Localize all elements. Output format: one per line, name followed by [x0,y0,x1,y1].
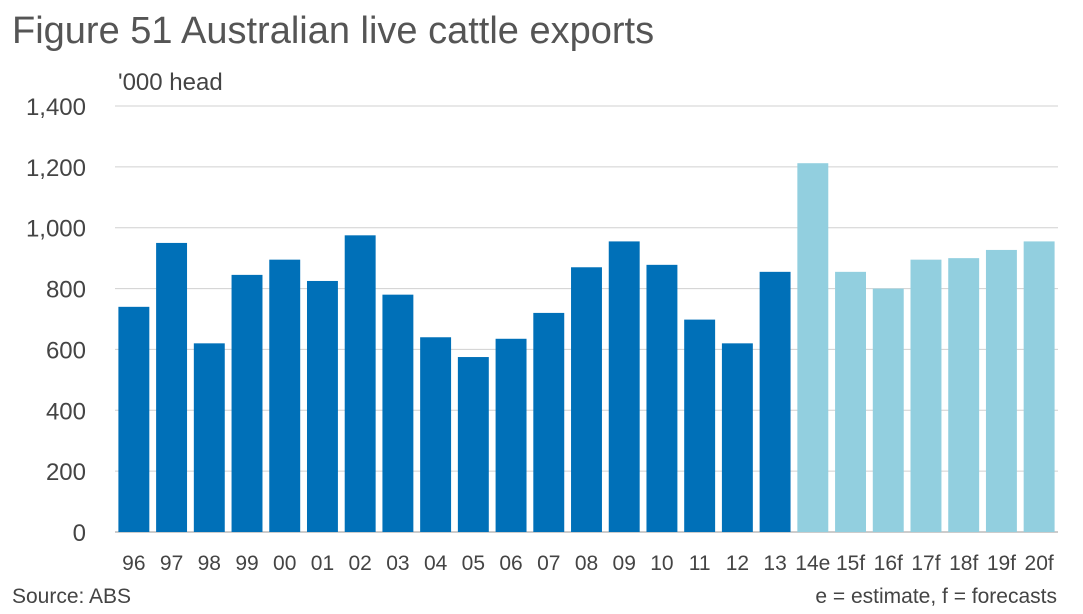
bar-09 [608,241,640,532]
bar-00 [269,259,301,532]
bar-19f [985,249,1017,532]
bar-06 [495,338,527,532]
y-tick-label: 800 [46,277,86,304]
bar-13 [759,271,791,532]
bar-04 [420,337,452,532]
x-tick-label: 97 [160,552,183,575]
x-tick-label: 10 [650,552,673,575]
y-tick-label: 200 [46,459,86,486]
x-tick-label: 01 [311,552,334,575]
y-tick-label: 0 [73,520,86,547]
x-tick-label: 03 [386,552,409,575]
source-note: Source: ABS [12,585,132,608]
bar-05 [457,357,489,532]
bar-15f [835,271,866,532]
x-tick-label: 13 [763,552,786,575]
x-tick-label: 07 [537,552,560,575]
bar-16f [872,288,904,532]
bar-18f [948,258,980,532]
y-axis-unit-label: '000 head [118,69,223,96]
bar-03 [382,294,414,532]
x-tick-label: 04 [424,552,448,575]
bar-96 [118,306,150,532]
x-tick-label: 14e [795,552,830,575]
bar-97 [156,242,188,532]
x-tick-label: 99 [235,552,258,575]
bar-10 [646,264,678,532]
y-tick-label: 1,200 [26,155,86,182]
chart-title: Figure 51 Australian live cattle exports [12,10,655,52]
x-tick-label: 06 [499,552,522,575]
x-tick-label: 18f [949,552,978,575]
bar-99 [231,274,263,532]
bar-98 [193,343,225,532]
y-tick-label: 400 [46,398,86,425]
x-tick-label: 16f [874,552,903,575]
x-tick-label: 17f [911,552,940,575]
bar-01 [306,280,338,532]
bar-20f [1023,241,1055,532]
y-tick-label: 1,400 [26,94,86,121]
x-tick-label: 02 [349,552,372,575]
y-tick-label: 1,000 [26,216,86,243]
legend-note: e = estimate, f = forecasts [815,585,1057,608]
x-tick-label: 09 [613,552,636,575]
x-tick-label: 12 [726,552,749,575]
x-tick-label: 19f [987,552,1016,575]
bar-14e [797,163,829,532]
y-tick-label: 600 [46,337,86,364]
x-tick-label: 98 [198,552,221,575]
bar-11 [684,319,716,532]
x-tick-label: 11 [689,552,711,575]
x-axis: 96 97 98 99 00 01 02 03 04 05 06 07 08 09 10 11 12 13 14e 1… [122,552,1054,575]
bar-08 [571,267,602,532]
bar-12 [721,343,753,532]
x-tick-label: 00 [273,552,296,575]
x-tick-label: 96 [122,552,145,575]
x-tick-label: 08 [575,552,598,575]
bars [118,163,1055,532]
y-axis: 0 200 400 600 800 1,000 1,200 1,400 [26,94,86,547]
bar-02 [344,235,376,532]
bar-07 [533,312,565,532]
x-tick-label: 15f [836,552,865,575]
x-tick-label: 20f [1025,552,1054,575]
x-tick-label: 05 [462,552,485,575]
bar-17f [910,259,942,532]
